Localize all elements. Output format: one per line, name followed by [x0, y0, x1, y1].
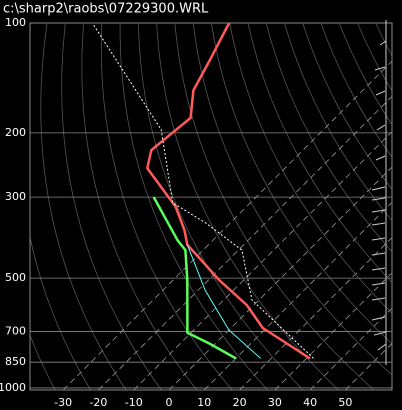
- wind-profile: [371, 20, 387, 365]
- dry-adiabat: [192, 23, 392, 376]
- profile-layer: [92, 23, 314, 360]
- dry-adiabat: [174, 23, 375, 390]
- dry-adiabat: [266, 23, 392, 253]
- dry-adiabat: [321, 23, 392, 158]
- y-tick-label: 700: [5, 324, 26, 337]
- y-tick-label: 300: [5, 190, 26, 203]
- isotherm: [62, 60, 392, 390]
- x-tick-label: 10: [197, 396, 211, 409]
- profile-line: [146, 23, 311, 360]
- x-tick-label: 40: [303, 396, 317, 409]
- profile-line: [186, 244, 261, 359]
- dry-adiabat: [61, 23, 162, 390]
- dry-adiabat: [156, 23, 339, 390]
- dry-adiabat: [284, 23, 392, 222]
- y-tick-label: 1000: [0, 381, 26, 394]
- dry-adiabat: [247, 23, 392, 284]
- dry-adiabat: [40, 23, 127, 390]
- y-tick-label: 100: [5, 16, 26, 29]
- dry-adiabat: [81, 23, 198, 390]
- x-tick-label: -20: [89, 396, 107, 409]
- dry-adiabat: [138, 23, 304, 390]
- y-tick-label: 850: [5, 355, 26, 368]
- plot-frame: [29, 22, 393, 391]
- x-tick-label: 50: [338, 396, 352, 409]
- profile-line: [92, 24, 314, 359]
- x-tick-label: 20: [233, 396, 247, 409]
- dry-adiabat: [302, 23, 392, 190]
- dry-adiabat: [229, 23, 392, 314]
- x-tick-label: -10: [125, 396, 143, 409]
- dry-adiabat: [211, 23, 392, 345]
- wind-barbs: [371, 40, 387, 351]
- profile-line: [152, 196, 237, 360]
- x-tick-label: -30: [54, 396, 72, 409]
- y-tick-label: 500: [5, 271, 26, 284]
- dry-adiabat: [119, 24, 268, 390]
- x-tick-label: 30: [268, 396, 282, 409]
- dry-adiabat: [357, 23, 392, 92]
- dry-adiabat: [30, 234, 91, 390]
- x-tick-label: 0: [166, 396, 173, 409]
- grid-layer: [30, 23, 392, 390]
- y-tick-label: 200: [5, 126, 26, 139]
- chart-title: c:\sharp2\raobs\07229300.WRL: [3, 2, 209, 17]
